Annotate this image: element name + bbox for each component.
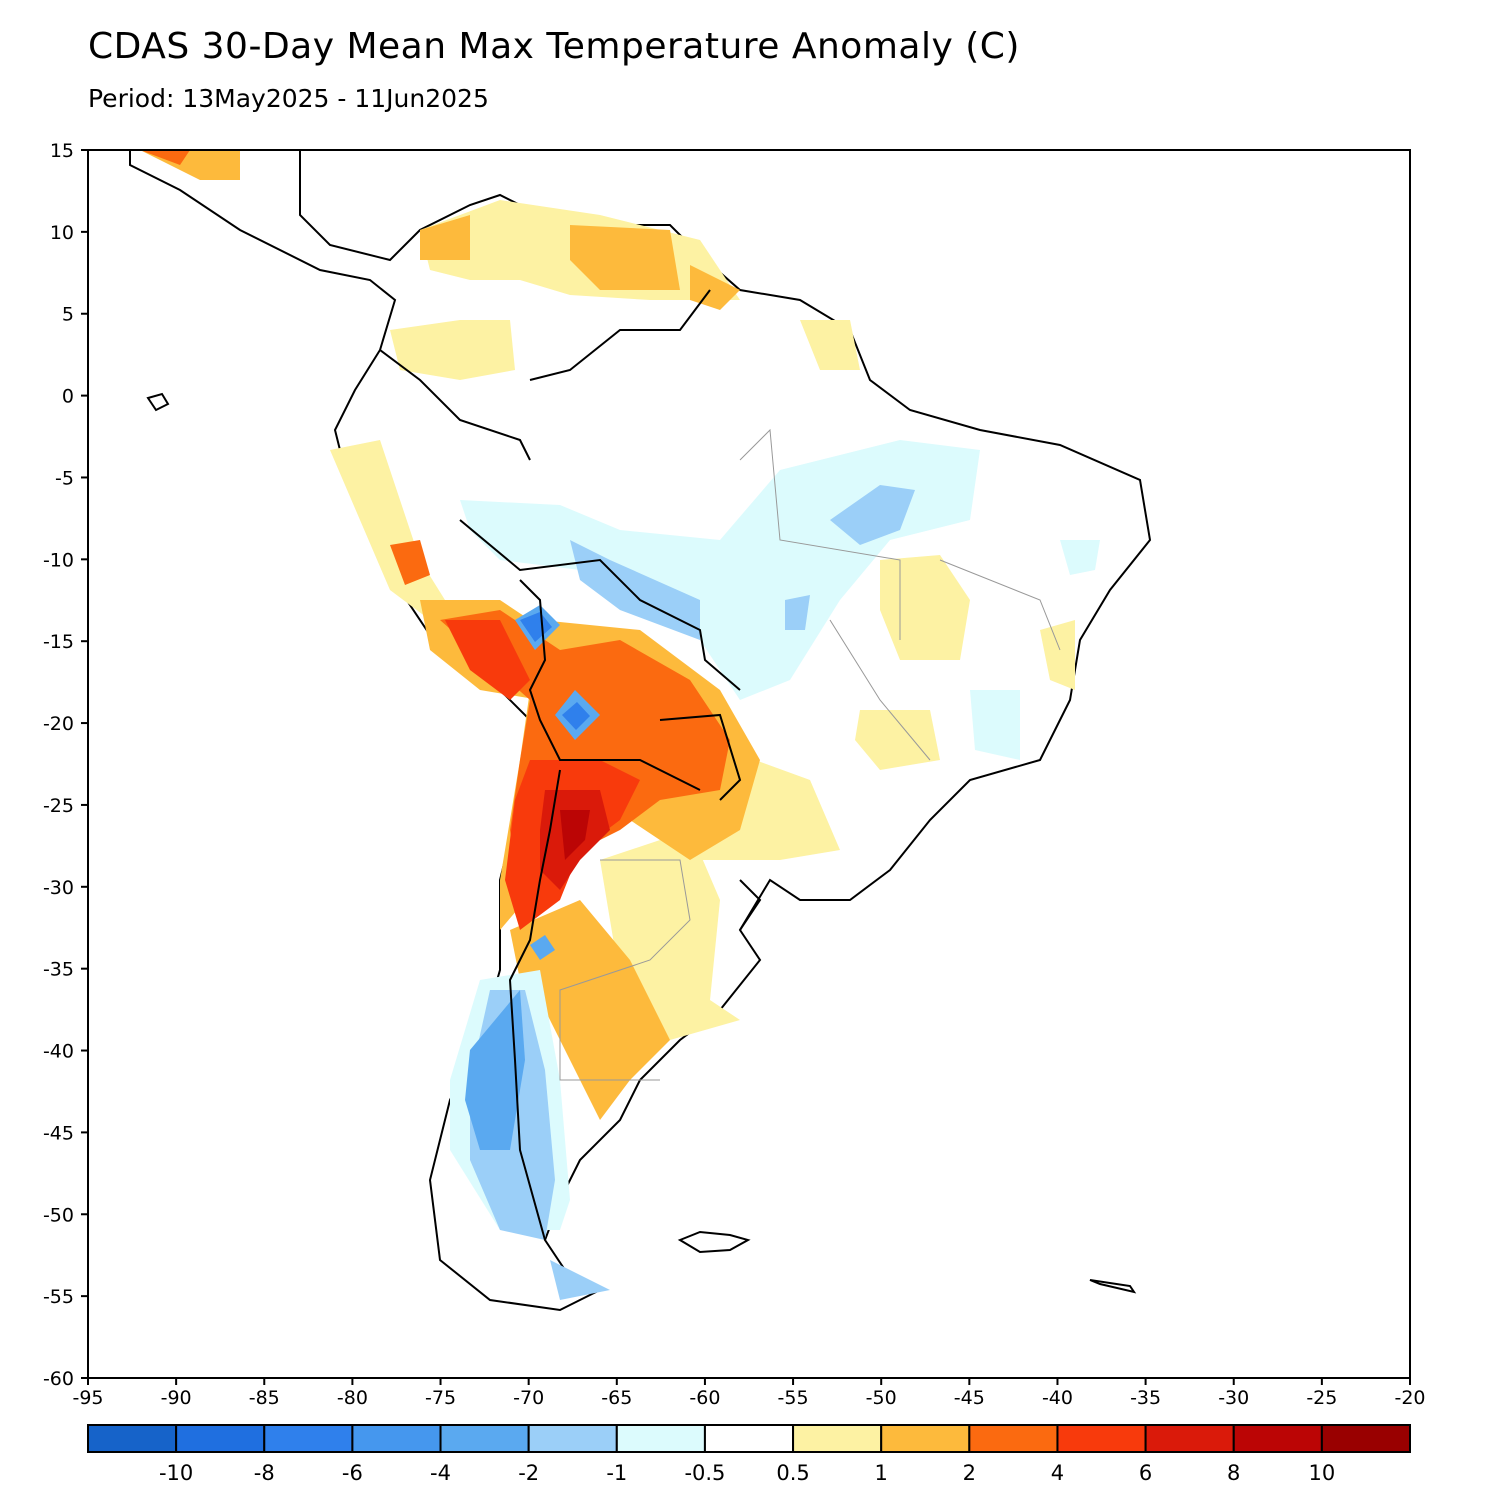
map-title: CDAS 30-Day Mean Max Temperature Anomaly… <box>88 26 1020 67</box>
colorbar-label: 8 <box>1227 1461 1240 1485</box>
y-tick-label: -30 <box>43 877 74 899</box>
y-tick-label: -45 <box>43 1122 74 1144</box>
colorbar-label: -2 <box>518 1461 539 1485</box>
map-axes: -95 -90 -85 -80 -75 -70 -65 -60 -55 -50 -45 -40 -35-… <box>43 140 1426 1409</box>
x-tick-label: -95 <box>72 1387 103 1409</box>
colorbar-label: -10 <box>159 1461 193 1485</box>
falkland-islands <box>677 1230 751 1254</box>
x-tick-label: -35 <box>1130 1387 1161 1409</box>
x-tick-label: -40 <box>1042 1387 1073 1409</box>
x-tick-label: -90 <box>161 1387 192 1409</box>
colorbar-swatch <box>968 1424 1059 1453</box>
colorbar-label: 4 <box>1051 1461 1064 1485</box>
y-tick-label: -20 <box>43 713 74 735</box>
y-tick-label: -60 <box>43 1368 74 1390</box>
x-tick-label: -50 <box>866 1387 897 1409</box>
x-tick-label: -65 <box>601 1387 632 1409</box>
colorbar-swatch <box>792 1424 883 1453</box>
colorbar-label: 2 <box>963 1461 976 1485</box>
y-tick-label: 5 <box>62 304 74 326</box>
south-georgia <box>1089 1279 1137 1294</box>
y-tick-label: -25 <box>43 795 74 817</box>
colorbar-label: 1 <box>875 1461 888 1485</box>
x-tick-label: -55 <box>778 1387 809 1409</box>
colorbar-label: -8 <box>254 1461 275 1485</box>
colorbar-swatch <box>1144 1424 1235 1453</box>
colorbar-swatch <box>1056 1424 1147 1453</box>
colorbar-label: -1 <box>606 1461 627 1485</box>
colorbar-swatch <box>527 1424 618 1453</box>
y-tick-label: -50 <box>43 1204 74 1226</box>
x-tick-label: -60 <box>689 1387 720 1409</box>
colorbar-label: 0.5 <box>776 1461 809 1485</box>
map-frame <box>87 149 1411 1379</box>
colorbar-swatch <box>703 1424 795 1453</box>
y-tick-label: -5 <box>55 467 74 489</box>
y-tick-label: -40 <box>43 1041 74 1063</box>
colorbar-label: -6 <box>342 1461 363 1485</box>
colorbar: -10 -8 -6 -4 -2 -1 -0.5 0.5 1 2 4 6 8 10 <box>87 1424 1412 1485</box>
y-tick-label: -10 <box>43 549 74 571</box>
colorbar-swatch <box>615 1424 706 1453</box>
colorbar-label: 10 <box>1308 1461 1335 1485</box>
y-tick-label: 0 <box>62 386 74 408</box>
country-borders <box>379 289 762 1241</box>
y-tick-label: -35 <box>43 959 74 981</box>
x-tick-label: -20 <box>1394 1387 1425 1409</box>
map-content <box>129 150 1152 1312</box>
colorbar-label: -4 <box>430 1461 451 1485</box>
period-subtitle: Period: 13May2025 - 11Jun2025 <box>88 84 489 113</box>
colorbar-swatch <box>439 1424 530 1453</box>
colorbar-swatch <box>1320 1424 1412 1453</box>
x-tick-label: -75 <box>425 1387 456 1409</box>
colorbar-swatch <box>351 1424 442 1453</box>
colorbar-swatch <box>87 1424 178 1453</box>
province-borders <box>559 428 1061 1081</box>
colorbar-swatch <box>880 1424 971 1453</box>
colorbar-label: -0.5 <box>684 1461 725 1485</box>
x-tick-label: -45 <box>954 1387 985 1409</box>
y-tick-label: 10 <box>50 222 74 244</box>
y-tick-label: 15 <box>50 140 74 162</box>
colorbar-swatch <box>1232 1424 1323 1453</box>
anomaly-fields <box>140 150 1100 1300</box>
y-tick-label: -55 <box>43 1286 74 1308</box>
x-tick-label: -80 <box>337 1387 368 1409</box>
colorbar-swatch <box>263 1424 354 1453</box>
colorbar-swatch <box>175 1424 266 1453</box>
x-tick-label: -30 <box>1218 1387 1249 1409</box>
x-tick-label: -85 <box>249 1387 280 1409</box>
y-tick-label: -15 <box>43 631 74 653</box>
galapagos-islands <box>146 392 170 412</box>
colorbar-label: 6 <box>1139 1461 1152 1485</box>
x-tick-label: -70 <box>513 1387 544 1409</box>
x-tick-label: -25 <box>1306 1387 1337 1409</box>
